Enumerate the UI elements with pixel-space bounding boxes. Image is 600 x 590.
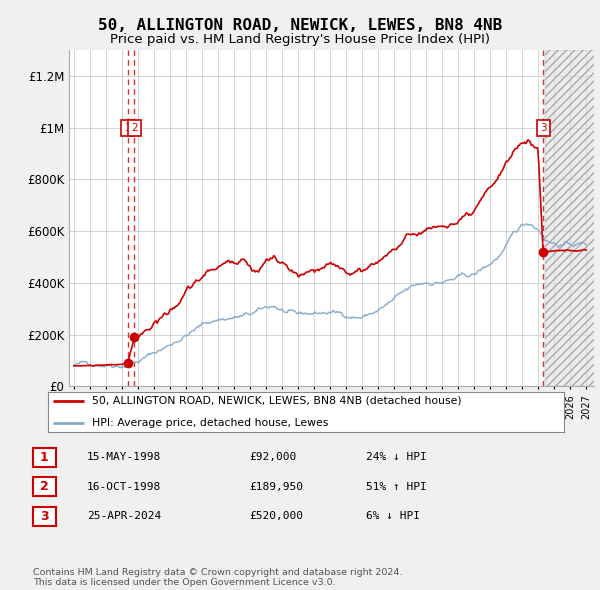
- Text: 3: 3: [540, 123, 547, 133]
- Text: 50, ALLINGTON ROAD, NEWICK, LEWES, BN8 4NB: 50, ALLINGTON ROAD, NEWICK, LEWES, BN8 4…: [98, 18, 502, 32]
- Text: 50, ALLINGTON ROAD, NEWICK, LEWES, BN8 4NB (detached house): 50, ALLINGTON ROAD, NEWICK, LEWES, BN8 4…: [92, 395, 461, 405]
- Text: 6% ↓ HPI: 6% ↓ HPI: [366, 512, 420, 521]
- Text: 1: 1: [124, 123, 131, 133]
- Text: Contains HM Land Registry data © Crown copyright and database right 2024.
This d: Contains HM Land Registry data © Crown c…: [33, 568, 403, 587]
- Bar: [545, 50, 600, 386]
- Bar: [545, 50, 600, 386]
- Text: £92,000: £92,000: [249, 453, 296, 462]
- Text: 16-OCT-1998: 16-OCT-1998: [87, 482, 161, 491]
- Text: 25-APR-2024: 25-APR-2024: [87, 512, 161, 521]
- Text: 2: 2: [40, 480, 49, 493]
- Text: 2: 2: [131, 123, 138, 133]
- Text: 15-MAY-1998: 15-MAY-1998: [87, 453, 161, 462]
- Text: 3: 3: [40, 510, 49, 523]
- Text: 24% ↓ HPI: 24% ↓ HPI: [366, 453, 427, 462]
- Text: £189,950: £189,950: [249, 482, 303, 491]
- Text: 1: 1: [40, 451, 49, 464]
- Text: Price paid vs. HM Land Registry's House Price Index (HPI): Price paid vs. HM Land Registry's House …: [110, 33, 490, 46]
- Text: 51% ↑ HPI: 51% ↑ HPI: [366, 482, 427, 491]
- Text: £520,000: £520,000: [249, 512, 303, 521]
- Text: HPI: Average price, detached house, Lewes: HPI: Average price, detached house, Lewe…: [92, 418, 328, 428]
